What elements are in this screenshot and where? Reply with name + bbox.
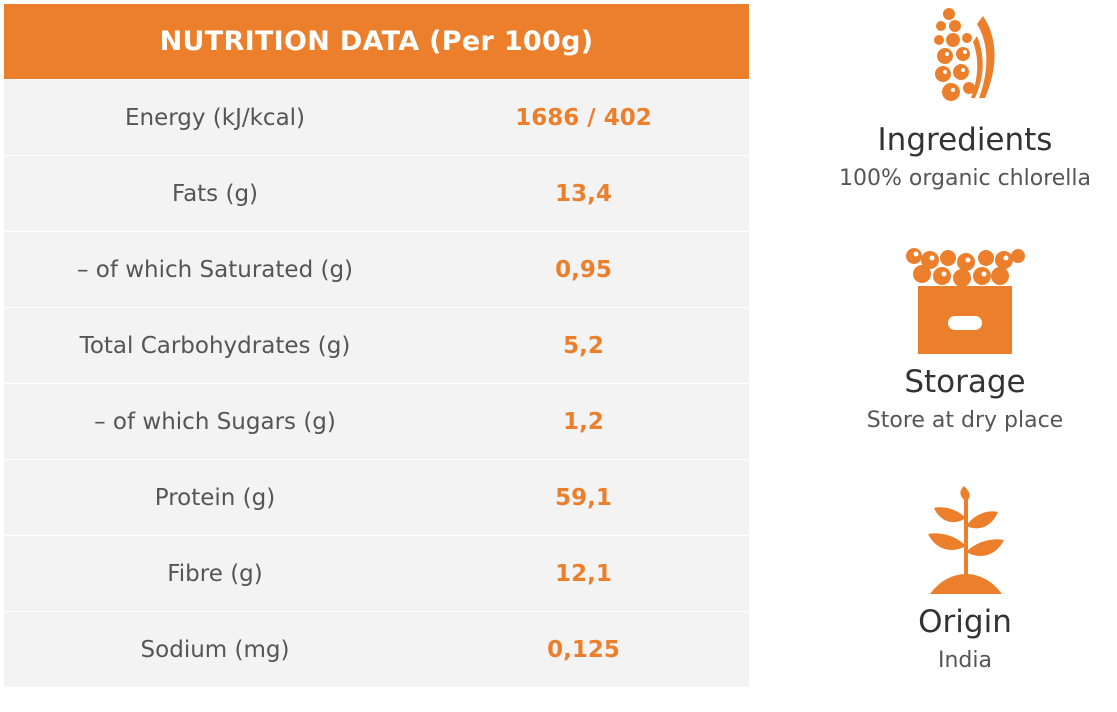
table-row: – of which Saturated (g) 0,95 <box>4 231 749 307</box>
row-value: 59,1 <box>555 484 612 511</box>
row-label: – of which Sugars (g) <box>94 408 336 435</box>
nutrition-table: NUTRITION DATA (Per 100g) Energy (kJ/kca… <box>4 4 749 687</box>
storage-title: Storage <box>904 364 1026 400</box>
row-value: 0,95 <box>555 256 612 283</box>
table-row: Energy (kJ/kcal) 1686 / 402 <box>4 79 749 155</box>
origin-text: India <box>938 648 992 673</box>
ingredients-block: Ingredients 100% organic chlorella <box>805 6 1117 191</box>
storage-block: Storage Store at dry place <box>805 246 1117 433</box>
row-value: 13,4 <box>555 180 612 207</box>
row-value: 0,125 <box>547 636 620 663</box>
row-label: Protein (g) <box>154 484 276 511</box>
grain-berries-icon <box>934 8 995 101</box>
row-label: Sodium (mg) <box>140 636 290 663</box>
fruit-crate-icon <box>906 248 1025 354</box>
row-value: 5,2 <box>563 332 604 359</box>
table-row: – of which Sugars (g) 1,2 <box>4 383 749 459</box>
table-row: Total Carbohydrates (g) 5,2 <box>4 307 749 383</box>
row-label: Energy (kJ/kcal) <box>124 104 306 131</box>
plant-sprout-icon <box>928 486 1004 594</box>
ingredients-text: 100% organic chlorella <box>838 166 1091 191</box>
storage-text: Store at dry place <box>866 408 1064 433</box>
table-row: Protein (g) 59,1 <box>4 459 749 535</box>
nutrition-table-header: NUTRITION DATA (Per 100g) <box>4 4 749 79</box>
ingredients-title: Ingredients <box>877 122 1053 158</box>
origin-block: Origin India <box>805 486 1117 673</box>
table-row: Fibre (g) 12,1 <box>4 535 749 611</box>
row-value: 1,2 <box>563 408 604 435</box>
origin-title: Origin <box>918 604 1012 640</box>
row-value: 1686 / 402 <box>515 104 652 131</box>
table-row: Sodium (mg) 0,125 <box>4 611 749 687</box>
row-label: Fibre (g) <box>167 560 263 587</box>
row-label: Fats (g) <box>171 180 259 207</box>
row-label: – of which Saturated (g) <box>76 256 354 283</box>
row-label: Total Carbohydrates (g) <box>79 332 351 359</box>
table-row: Fats (g) 13,4 <box>4 155 749 231</box>
row-value: 12,1 <box>555 560 612 587</box>
